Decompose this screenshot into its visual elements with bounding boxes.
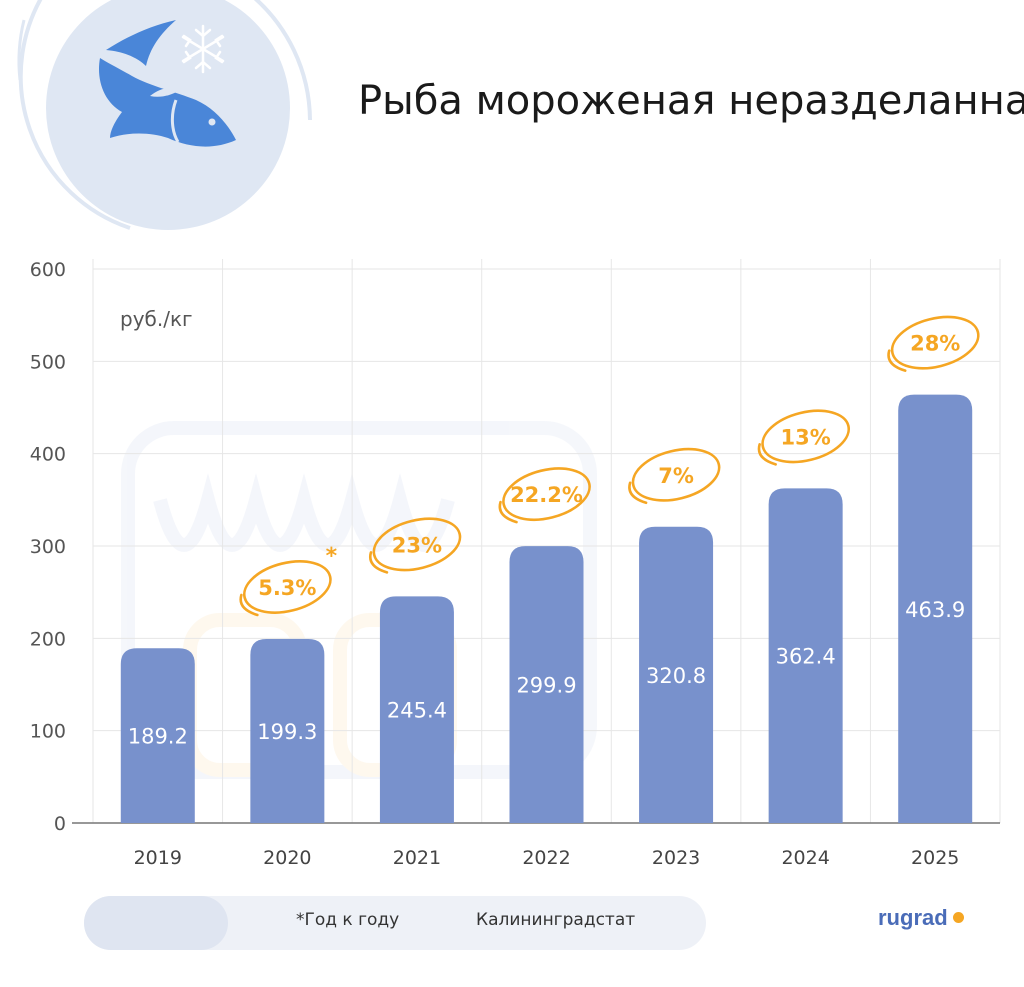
unit-label: руб./кг bbox=[120, 307, 193, 331]
bar-value-label: 463.9 bbox=[905, 598, 965, 622]
bar-value-label: 299.9 bbox=[516, 674, 576, 698]
growth-ellipse bbox=[242, 560, 332, 614]
source-label: Калининградстат bbox=[476, 910, 636, 930]
bar bbox=[639, 526, 714, 823]
bar bbox=[250, 638, 325, 823]
snowflake-icon bbox=[181, 24, 225, 74]
x-tick-label: 2023 bbox=[652, 847, 700, 869]
header-arc-tiny bbox=[17, 19, 26, 81]
x-tick-label: 2022 bbox=[522, 847, 570, 869]
page-title: Рыба мороженая неразделанная bbox=[358, 78, 1024, 124]
bar-value-label: 362.4 bbox=[776, 645, 836, 669]
growth-label: 7% bbox=[658, 464, 694, 488]
growth-ellipse-tail bbox=[239, 593, 259, 617]
growth-ellipse-tail bbox=[757, 443, 777, 466]
growth-label: 28% bbox=[910, 332, 960, 356]
header-arc-left bbox=[18, 0, 131, 230]
growth-ellipse-tail bbox=[498, 500, 518, 524]
y-tick-label: 400 bbox=[30, 444, 66, 466]
growth-label: 5.3% bbox=[258, 576, 316, 600]
bar bbox=[768, 488, 843, 823]
x-tick-label: 2025 bbox=[911, 847, 959, 869]
y-tick-label: 0 bbox=[54, 813, 66, 835]
bar-value-label: 199.3 bbox=[257, 720, 317, 744]
brand-name: rugrad bbox=[878, 905, 948, 930]
growth-ellipse-tail bbox=[369, 551, 389, 574]
footer-icon-pill bbox=[84, 896, 228, 950]
y-tick-label: 200 bbox=[30, 628, 66, 650]
growth-label: 23% bbox=[392, 533, 442, 557]
growth-asterisk: * bbox=[326, 544, 338, 569]
growth-ellipse-tail bbox=[628, 481, 648, 505]
fish-icon bbox=[98, 20, 236, 147]
growth-label: 22.2% bbox=[510, 483, 583, 507]
y-tick-label: 500 bbox=[30, 351, 66, 373]
growth-ellipse bbox=[890, 315, 980, 370]
x-tick-label: 2020 bbox=[263, 847, 311, 869]
x-tick-label: 2024 bbox=[781, 847, 829, 869]
bar bbox=[120, 648, 195, 823]
footnote: *Год к году bbox=[296, 910, 400, 930]
bars: 189.2 199.3 245.4 299.9 320.8 362.4 463.9 bbox=[120, 394, 973, 823]
brand-dot-icon bbox=[952, 912, 964, 923]
bar bbox=[509, 546, 584, 823]
bar-value-label: 245.4 bbox=[387, 699, 447, 723]
x-tick-label: 2019 bbox=[134, 847, 182, 869]
brand-logo: rugrad bbox=[878, 905, 964, 931]
x-tick-label: 2021 bbox=[393, 847, 441, 869]
growth-ellipse bbox=[631, 447, 721, 502]
bar bbox=[898, 394, 973, 823]
growth-label: 13% bbox=[781, 425, 831, 449]
y-axis: 0 100 200 300 400 500 600 bbox=[30, 259, 66, 835]
y-tick-label: 600 bbox=[30, 259, 66, 281]
growth-ellipse bbox=[372, 517, 462, 572]
growth-annotations: 5.3% * 23% 22.2% 7% 13% 28% bbox=[239, 315, 980, 617]
grid-lines bbox=[72, 259, 1001, 824]
header-arc-right bbox=[253, 0, 312, 121]
growth-ellipse-tail bbox=[887, 349, 907, 372]
growth-ellipse bbox=[761, 409, 851, 464]
y-tick-label: 100 bbox=[30, 721, 66, 743]
x-axis: 2019 2020 2021 2022 2023 2024 2025 bbox=[134, 847, 960, 869]
bar-value-label: 320.8 bbox=[646, 664, 706, 688]
growth-ellipse bbox=[502, 467, 591, 521]
bar-value-label: 189.2 bbox=[128, 725, 188, 749]
bar bbox=[379, 596, 454, 823]
y-tick-label: 300 bbox=[30, 536, 66, 558]
